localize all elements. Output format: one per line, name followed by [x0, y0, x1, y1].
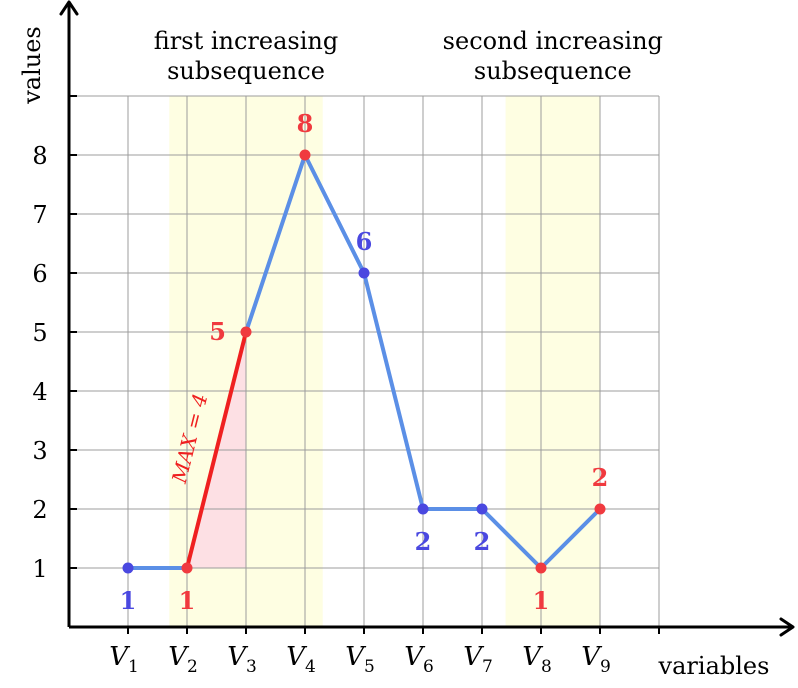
x-axis-arrow — [779, 617, 795, 637]
x-tick-label: V3 — [227, 642, 257, 677]
y-tick-label: 6 — [32, 260, 47, 288]
point-label: 2 — [474, 527, 491, 556]
series-line-segment — [480, 507, 543, 570]
y-tick-label: 5 — [32, 319, 47, 347]
data-point — [594, 503, 606, 515]
x-axis-title: variables — [658, 652, 770, 680]
point-label: 6 — [356, 227, 373, 256]
series-line-segment — [539, 507, 602, 570]
region-label: second increasing — [443, 27, 663, 55]
series-line-segment — [303, 153, 366, 275]
x-tick-label: V4 — [286, 642, 316, 677]
x-tick-label: V2 — [168, 642, 198, 677]
y-axis-arrow — [59, 0, 79, 16]
data-point — [122, 562, 134, 574]
x-tick-label: V5 — [345, 642, 375, 677]
point-label: 5 — [209, 317, 226, 346]
data-point — [476, 503, 488, 515]
series-line-layer — [126, 153, 602, 570]
data-point — [240, 326, 252, 338]
y-tick-label: 7 — [32, 201, 47, 229]
point-label: 1 — [179, 586, 196, 615]
axes — [59, 0, 795, 637]
x-tick-label: V8 — [522, 642, 552, 677]
y-tick-label: 4 — [32, 378, 47, 406]
x-tick-label: V7 — [463, 642, 493, 677]
data-point — [181, 562, 193, 574]
point-label: 8 — [297, 109, 314, 138]
y-axis-title: values — [18, 26, 46, 105]
data-points — [122, 149, 606, 574]
highlight-region — [505, 96, 600, 627]
y-tick-label: 2 — [32, 496, 47, 524]
region-label: subsequence — [474, 57, 632, 85]
x-tick-label: V6 — [404, 642, 434, 677]
x-tick-label: V9 — [581, 642, 611, 677]
point-labels: 1 1 5 8 6 2 2 1 2 — [120, 109, 609, 615]
y-tick-label: 8 — [32, 142, 47, 170]
x-tick-label: V1 — [109, 642, 139, 677]
point-label: 1 — [533, 586, 550, 615]
point-label: 2 — [592, 463, 609, 492]
region-label: first increasing — [154, 27, 338, 55]
point-label: 1 — [120, 586, 137, 615]
data-point — [299, 149, 311, 161]
data-point — [358, 267, 370, 279]
y-tick-label: 1 — [32, 555, 47, 583]
data-point — [535, 562, 547, 574]
max-segment — [185, 330, 248, 570]
region-label: subsequence — [167, 57, 325, 85]
series-line-segment — [362, 271, 425, 511]
y-tick-label: 3 — [32, 437, 47, 465]
point-label: 2 — [415, 527, 432, 556]
data-point — [417, 503, 429, 515]
series-line-segment — [244, 153, 307, 334]
